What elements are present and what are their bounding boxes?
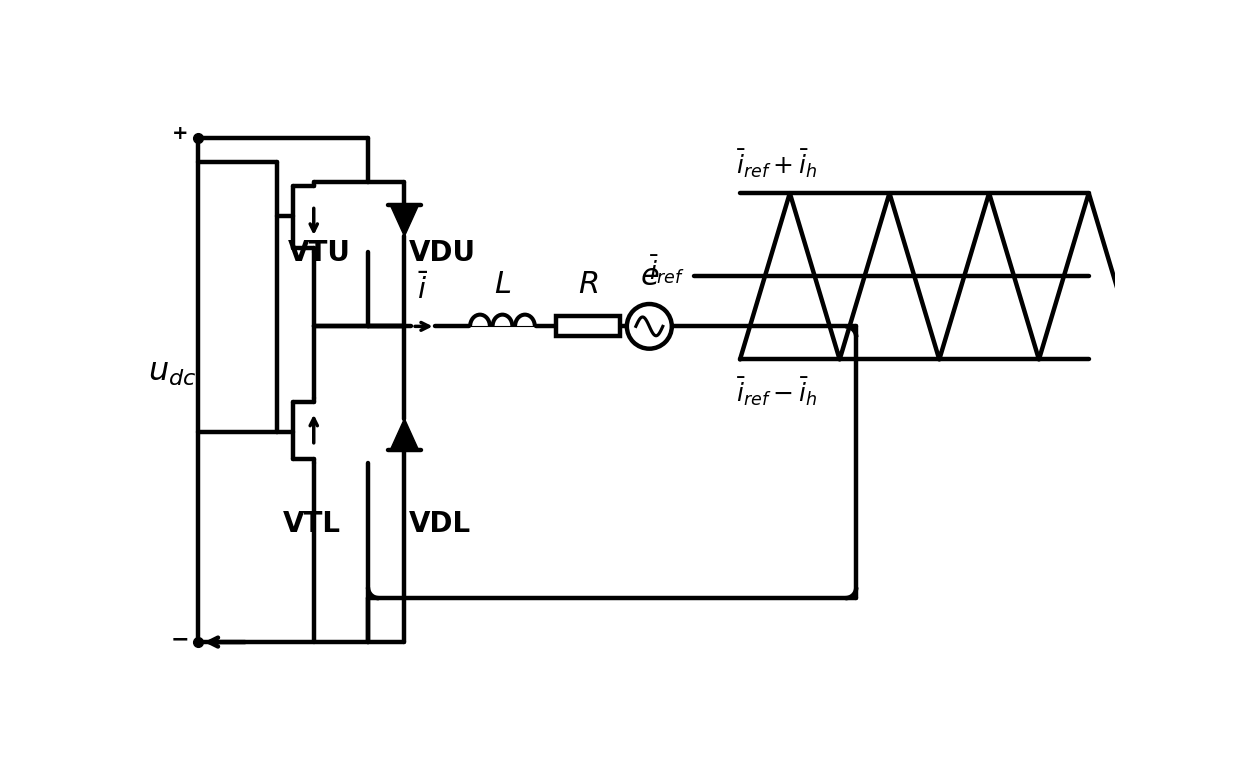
- Text: +: +: [172, 125, 188, 143]
- Bar: [556, 316, 620, 336]
- Text: VDU: VDU: [409, 239, 476, 267]
- Circle shape: [627, 304, 672, 348]
- Text: $R$: $R$: [577, 271, 598, 299]
- Text: VTU: VTU: [289, 239, 351, 267]
- Text: $\bar{i}_{ref}-\bar{i}_{h}$: $\bar{i}_{ref}-\bar{i}_{h}$: [736, 376, 818, 408]
- Polygon shape: [390, 205, 419, 236]
- Text: −: −: [171, 630, 190, 650]
- Text: VTL: VTL: [282, 511, 341, 538]
- Text: $\bar{i}$: $\bar{i}$: [418, 273, 429, 305]
- Text: $u_{dc}$: $u_{dc}$: [147, 357, 196, 388]
- Text: VDL: VDL: [409, 511, 471, 538]
- Text: $L$: $L$: [494, 271, 510, 299]
- Text: $\bar{i}_{ref}+\bar{i}_{h}$: $\bar{i}_{ref}+\bar{i}_{h}$: [736, 148, 818, 180]
- Text: $\bar{i}_{ref}$: $\bar{i}_{ref}$: [649, 254, 684, 286]
- Text: $e$: $e$: [639, 262, 659, 291]
- Polygon shape: [390, 419, 419, 450]
